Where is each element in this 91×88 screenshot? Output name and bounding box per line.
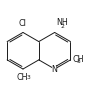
Bar xyxy=(52,66,57,72)
Text: Cl: Cl xyxy=(18,19,26,28)
Bar xyxy=(20,25,26,32)
Text: 3: 3 xyxy=(26,75,30,80)
Text: CH: CH xyxy=(17,73,28,82)
Text: 2: 2 xyxy=(61,24,65,29)
Text: 3: 3 xyxy=(77,59,80,64)
Text: NH: NH xyxy=(57,18,68,27)
Text: CH: CH xyxy=(73,55,84,64)
Text: N: N xyxy=(52,65,58,73)
